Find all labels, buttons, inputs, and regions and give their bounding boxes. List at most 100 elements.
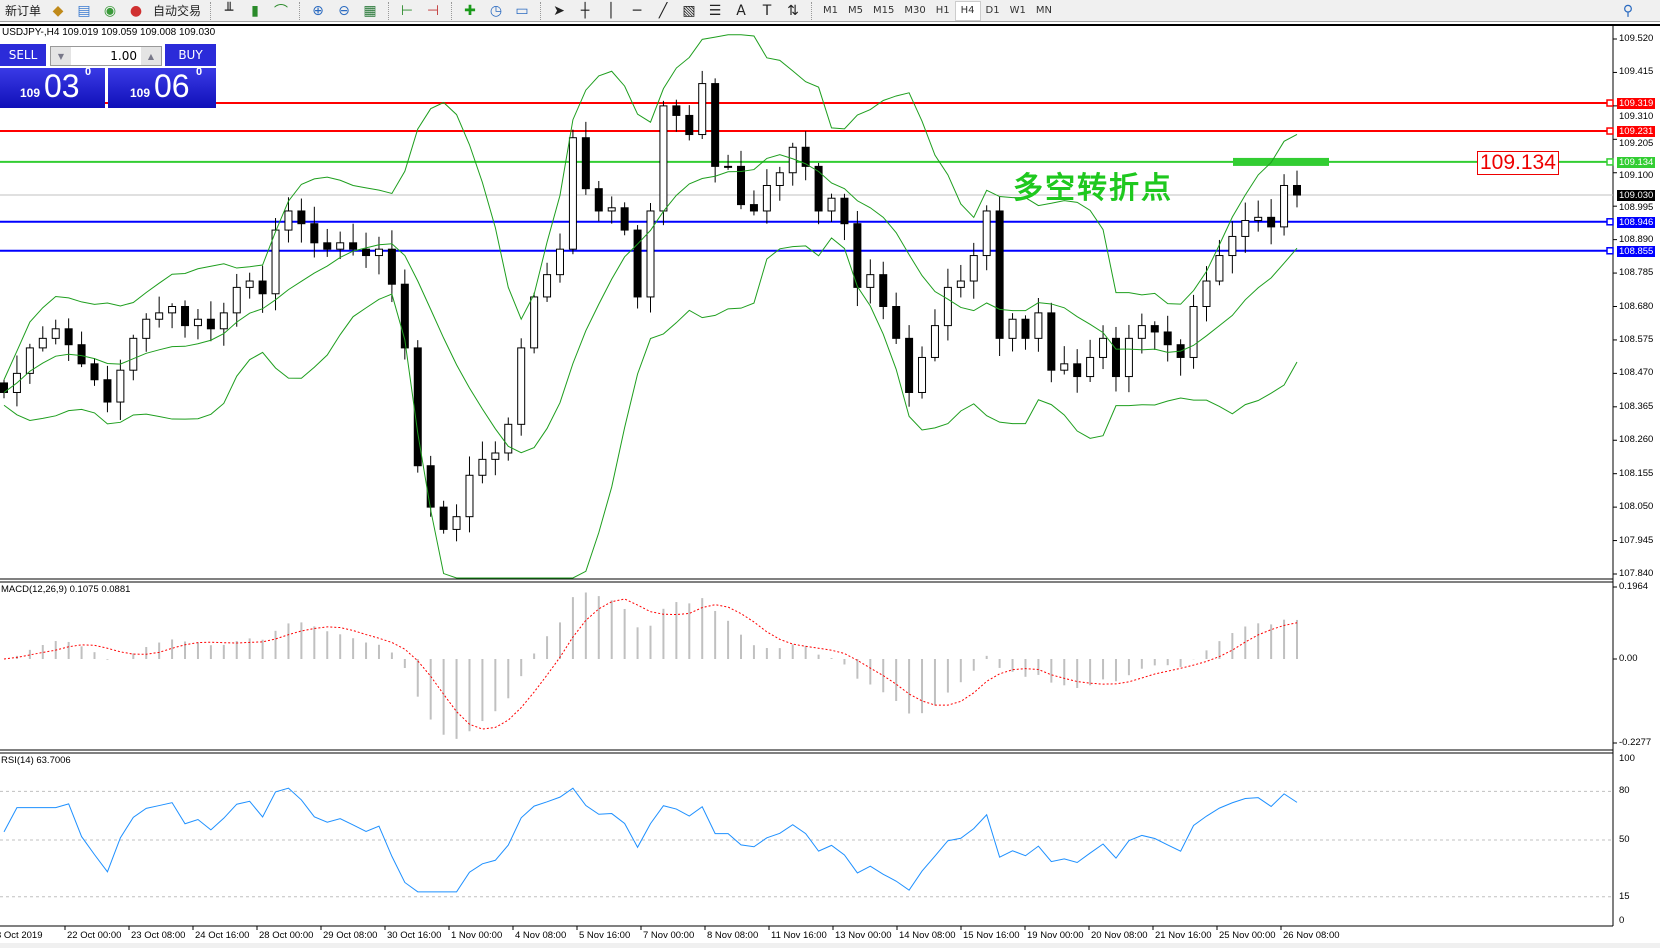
candle-body [543,274,552,298]
rsi-line [3,787,1298,893]
level-handle [1606,127,1614,135]
bar-chart-icon[interactable]: ╨ [224,2,234,19]
level-price-label: 108.855 [1617,245,1656,257]
level-handle [1606,218,1614,226]
candle-body [530,296,539,349]
chart-shift-icon[interactable]: ⊢ [400,2,414,19]
arrows-icon[interactable]: ⇅ [787,2,799,19]
text-label-icon[interactable]: T [762,2,772,19]
price-axis-label: 107.840 [1619,568,1654,579]
time-axis-label: 15 Nov 16:00 [963,930,1020,941]
candle-body [607,207,616,212]
chart-window[interactable] [0,24,1660,948]
lot-decrease-icon[interactable]: ▼ [51,47,71,65]
candle-body [1254,216,1263,222]
auto-trading-icon[interactable]: ● [129,2,143,19]
candle-body [517,347,526,425]
candle-body [620,207,629,231]
timeframe-mn[interactable]: MN [1035,5,1052,16]
fibonacci-icon[interactable]: ☰ [708,2,722,19]
candle-body [374,248,383,257]
zoom-in-icon[interactable]: ⊕ [312,2,324,19]
text-icon[interactable]: A [736,2,746,19]
candle-body [918,356,927,393]
candle-body [310,223,319,244]
line-chart-icon[interactable]: ⌒ [274,3,289,20]
candle-body [801,146,810,167]
price-axis-label: 108.155 [1619,467,1654,479]
timeframe-m30[interactable]: M30 [904,5,926,16]
zoom-out-icon[interactable]: ⊖ [338,2,350,19]
time-axis-label: 20 Nov 08:00 [1091,930,1148,941]
time-axis-label: 24 Oct 16:00 [195,930,250,941]
timeframe-m5[interactable]: M5 [848,5,864,16]
timeframe-h4[interactable]: H4 [954,0,981,21]
indicators-icon[interactable]: ✚ [464,2,476,19]
price-axis-label: 108.260 [1619,434,1654,446]
tile-windows-icon[interactable]: ▦ [363,2,377,19]
sell-button[interactable]: SELL [0,44,46,66]
candle-body [659,105,668,212]
price-axis-label: 109.415 [1619,66,1654,78]
new-order-button[interactable]: 新订单 [5,4,42,18]
candle-body [116,369,125,403]
lot-increase-icon[interactable]: ▲ [141,47,161,65]
candle-body [1021,318,1030,339]
timeframe-m1[interactable]: M1 [823,5,839,16]
price-axis-label: 108.470 [1619,367,1654,379]
annotation-text[interactable]: 多空转折点 [1013,171,1173,206]
level-label-box[interactable]: 109.134 [1477,151,1559,175]
candle-body [982,210,991,257]
candle-body [504,423,513,454]
data-window-icon[interactable]: ▤ [77,2,91,19]
toolbar: 新订单 ◆ ▤ ◉ ● 自动交易 ╨ ▮ ⌒ ⊕ ⊖ ▦ ⊢ ⊣ ✚ ◷ ▭ ➤… [0,0,1660,22]
equidistant-channel-icon[interactable]: ▧ [682,2,696,19]
candle-body [1228,235,1237,257]
candle-body [1293,184,1301,196]
buy-button[interactable]: BUY [165,44,216,66]
market-watch-icon[interactable]: ◆ [52,2,64,19]
timeframe-w1[interactable]: W1 [1009,5,1026,16]
periods-icon[interactable]: ◷ [489,2,503,19]
candle-body [77,344,86,365]
timeframe-d1[interactable]: D1 [985,5,1000,16]
candle-body [724,165,733,168]
candle-body [1008,318,1017,339]
candlestick-icon[interactable]: ▮ [251,2,259,19]
search-icon[interactable]: ⚲ [1622,2,1634,19]
timeframe-m15[interactable]: M15 [873,5,895,16]
candle-body [90,363,99,381]
templates-icon[interactable]: ▭ [515,2,529,19]
candle-body [1073,363,1082,378]
time-axis-label: 22 Oct 00:00 [67,930,122,941]
lot-size-input[interactable]: ▼ 1.00 ▲ [50,46,162,66]
candle-body [51,328,60,339]
sell-price[interactable]: 109 03 0 [0,66,105,108]
vertical-line-icon[interactable]: │ [606,2,616,19]
candle-body [969,255,978,282]
time-axis-label: 11 Nov 16:00 [771,930,827,941]
horizontal-line-icon[interactable]: ─ [632,2,642,19]
time-axis-label: 30 Oct 16:00 [387,930,442,941]
candle-body [879,274,888,307]
sell-price-fraction: 0 [85,66,92,78]
lot-value[interactable]: 1.00 [110,49,137,63]
crosshair-icon[interactable]: ┼ [580,2,590,19]
candle-body [930,325,939,358]
level-handle [1606,99,1614,107]
timeframe-h1[interactable]: H1 [935,5,950,16]
trendline-icon[interactable]: ╱ [658,2,668,19]
candle-body [1034,312,1043,339]
buy-price[interactable]: 109 06 0 [108,66,216,108]
cursor-icon[interactable]: ➤ [553,2,565,19]
candle-body [1137,325,1146,339]
candle-body [1280,184,1289,228]
autoscroll-icon[interactable]: ⊣ [426,2,440,19]
chart-header: USDJPY-,H4 109.019 109.059 109.008 109.0… [2,27,216,38]
time-axis-label: 19 Nov 00:00 [1027,930,1084,941]
auto-trading-button[interactable]: 自动交易 [153,4,202,18]
candle-body [866,274,875,288]
signals-icon[interactable]: ◉ [103,2,117,19]
level-handle [1606,247,1614,255]
